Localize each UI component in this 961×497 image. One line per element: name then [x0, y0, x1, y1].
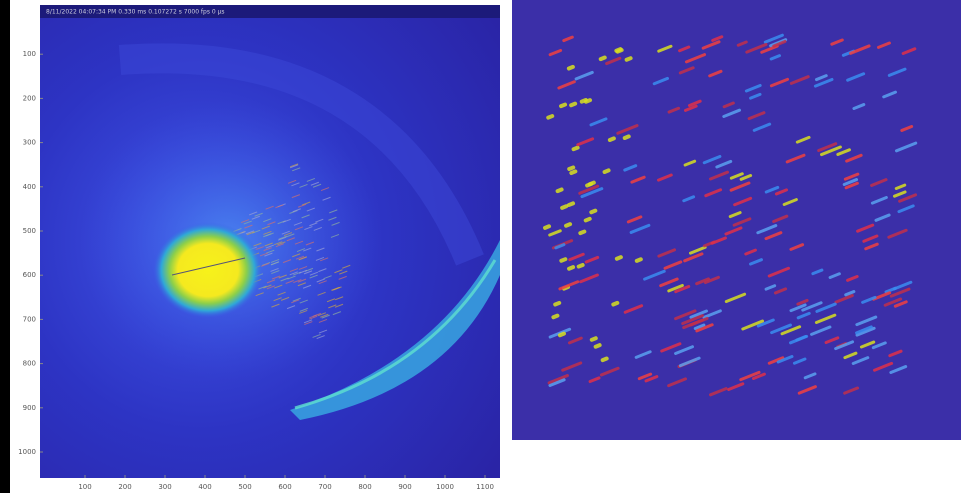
x-tick-label: 900	[398, 483, 411, 491]
streak	[625, 136, 629, 138]
x-tick-label: 1100	[476, 483, 494, 491]
left-image: 8/11/2022 04:07:34 PM 0.330 ms 0.107272 …	[40, 5, 500, 478]
streak	[601, 58, 605, 60]
streak	[569, 267, 573, 269]
y-tick-label: 500	[23, 227, 36, 235]
streak	[561, 259, 565, 261]
streak	[592, 338, 596, 340]
streak	[618, 50, 622, 52]
streak	[560, 334, 564, 336]
y-tick-label: 700	[23, 315, 36, 323]
streak	[558, 189, 562, 191]
streak	[553, 316, 557, 318]
streak	[566, 224, 570, 226]
x-tick-label: 600	[278, 483, 291, 491]
streak	[569, 67, 573, 69]
streak	[548, 116, 552, 118]
streak	[591, 211, 595, 213]
x-tick-label: 400	[198, 483, 211, 491]
streak	[561, 105, 565, 107]
y-tick-label: 1000	[18, 448, 36, 456]
x-tick-label: 700	[318, 483, 331, 491]
y-tick-label: 900	[23, 404, 36, 412]
streak	[574, 148, 578, 150]
y-tick-label: 800	[23, 360, 36, 368]
streak	[637, 259, 641, 261]
streak	[610, 138, 614, 140]
y-tick-label: 100	[23, 50, 36, 58]
streak	[571, 104, 575, 106]
streak	[579, 265, 583, 267]
streak	[545, 226, 549, 228]
x-tick-label: 200	[118, 483, 131, 491]
streak	[627, 58, 631, 60]
header-text: 8/11/2022 04:07:34 PM 0.330 ms 0.107272 …	[46, 9, 225, 16]
x-tick-label: 100	[78, 483, 91, 491]
x-tick-label: 500	[238, 483, 251, 491]
x-tick-label: 300	[158, 483, 171, 491]
x-tick-label: 800	[358, 483, 371, 491]
x-tick-label: 1000	[436, 483, 454, 491]
figure: 8/11/2022 04:07:34 PM 0.330 ms 0.107272 …	[0, 0, 961, 493]
streak	[613, 303, 617, 305]
streak	[605, 170, 609, 172]
y-tick-label: 200	[23, 94, 36, 102]
streak	[596, 345, 600, 347]
y-tick-label: 400	[23, 183, 36, 191]
edge	[0, 0, 10, 493]
streak	[562, 206, 566, 208]
streak	[569, 203, 573, 205]
streak	[555, 303, 559, 305]
streak	[571, 171, 575, 173]
streak	[586, 100, 590, 102]
streak	[590, 183, 594, 185]
y-tick-label: 300	[23, 139, 36, 147]
streak	[580, 232, 584, 234]
streak	[603, 359, 607, 361]
streak	[586, 219, 590, 221]
streak	[569, 167, 573, 169]
streak	[617, 257, 621, 259]
y-tick-label: 600	[23, 271, 36, 279]
right-image	[512, 0, 961, 440]
